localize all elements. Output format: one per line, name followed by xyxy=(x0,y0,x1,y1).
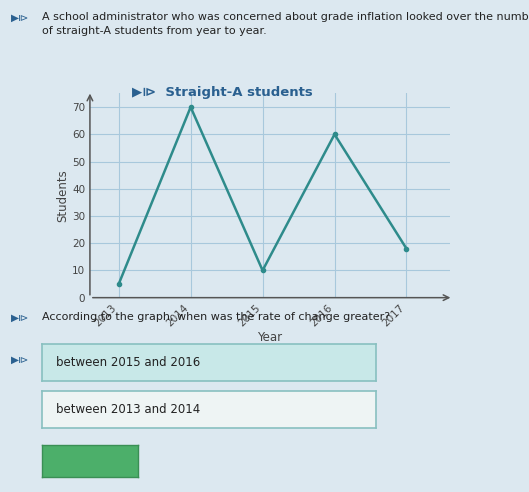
Text: ▶⧐: ▶⧐ xyxy=(11,355,29,365)
Text: ▶⧐: ▶⧐ xyxy=(11,12,29,22)
Text: ▶⧐: ▶⧐ xyxy=(11,312,29,322)
Text: between 2015 and 2016: between 2015 and 2016 xyxy=(56,356,200,369)
Text: According to the graph, when was the rate of change greater?: According to the graph, when was the rat… xyxy=(42,312,390,322)
Text: ▶⧐  Straight-A students: ▶⧐ Straight-A students xyxy=(132,86,313,99)
Y-axis label: Students: Students xyxy=(56,169,69,222)
Text: between 2013 and 2014: between 2013 and 2014 xyxy=(56,403,200,416)
Text: A school administrator who was concerned about grade inflation looked over the n: A school administrator who was concerned… xyxy=(42,12,529,35)
X-axis label: Year: Year xyxy=(257,331,282,344)
